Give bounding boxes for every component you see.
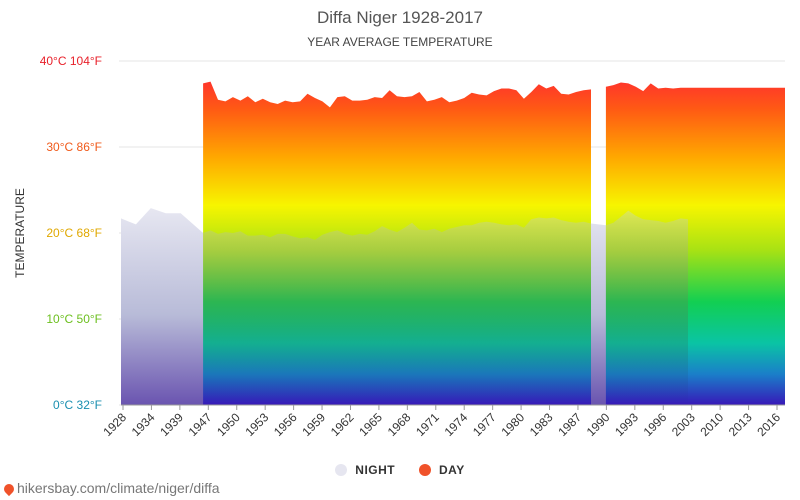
day-dot-icon	[418, 464, 431, 476]
night-overlay-area	[203, 217, 591, 405]
night-dot-icon	[335, 464, 348, 476]
x-tick-label: 1953	[243, 410, 272, 439]
x-tick-label: 1974	[442, 410, 471, 439]
x-tick-label: 1962	[328, 410, 357, 439]
x-tick-label: 1968	[385, 410, 414, 439]
x-tick-label: 1980	[498, 410, 527, 439]
x-tick-label: 1996	[641, 410, 670, 439]
x-tick-label: 1959	[299, 410, 328, 439]
chart-subtitle: YEAR AVERAGE TEMPERATURE	[307, 35, 493, 49]
x-tick-label: 1990	[584, 410, 613, 439]
x-tick-label: 1987	[555, 410, 584, 439]
legend-night-label: NIGHT	[355, 463, 396, 477]
chart-title: Diffa Niger 1928-2017	[316, 8, 483, 27]
y-tick-label: 0°C 32°F	[53, 398, 102, 412]
x-tick-label: 1977	[470, 410, 499, 439]
x-tick-label: 1956	[271, 410, 300, 439]
location-pin-icon	[1, 481, 17, 497]
x-tick-label: 1993	[612, 410, 641, 439]
y-axis-label: TEMPERATURE	[13, 188, 27, 278]
y-tick-label: 40°C 104°F	[40, 54, 102, 68]
x-tick-labels: 1928 1934 1939 1947 1950 1953 1956 1959 1962 1965…	[100, 405, 783, 439]
y-tick-label: 30°C 86°F	[46, 140, 102, 154]
x-tick-label: 1934	[129, 410, 158, 439]
legend-day-label: DAY	[438, 463, 465, 477]
legend: NIGHT DAY	[0, 463, 800, 477]
x-tick-label: 2013	[726, 410, 755, 439]
y-tick-label: 10°C 50°F	[46, 312, 102, 326]
x-tick-label: 1983	[527, 410, 556, 439]
x-tick-label: 2010	[697, 410, 726, 439]
x-tick-label: 1965	[356, 410, 385, 439]
y-tick-labels: 0°C 32°F 10°C 50°F 20°C 68°F 30°C 86°F 40°C …	[40, 54, 102, 412]
night-overlay-area	[605, 210, 688, 405]
x-tick-label: 2016	[754, 410, 783, 439]
x-tick-label: 1947	[186, 410, 215, 439]
legend-item-day[interactable]: DAY	[418, 463, 465, 477]
legend-item-night[interactable]: NIGHT	[335, 463, 395, 477]
x-tick-label: 2003	[669, 410, 698, 439]
x-tick-label: 1939	[157, 410, 186, 439]
x-tick-label: 1928	[100, 410, 129, 439]
source-watermark[interactable]: hikersbay.com/climate/niger/diffa	[1, 480, 220, 497]
day-series	[203, 81, 785, 405]
watermark-text: hikersbay.com/climate/niger/diffa	[17, 480, 220, 496]
x-tick-label: 1971	[413, 410, 442, 439]
y-tick-label: 20°C 68°F	[46, 226, 102, 240]
x-tick-label: 1950	[214, 410, 243, 439]
